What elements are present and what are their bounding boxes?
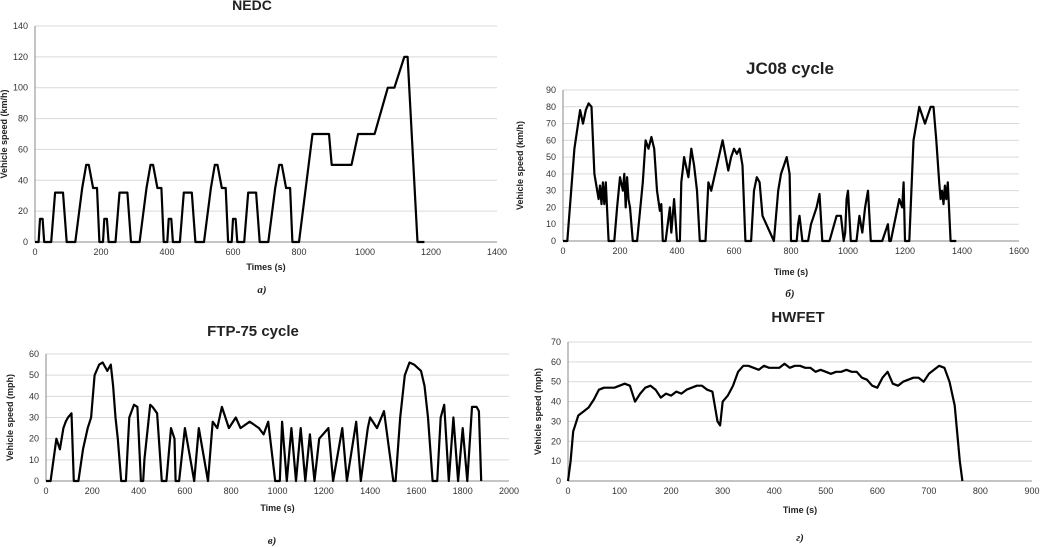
y-tick-label: 50 [546,152,556,162]
speed-series-line [35,55,425,244]
y-tick-label: 140 [13,21,28,31]
x-tick-label: 100 [612,486,627,496]
x-tick-label: 600 [225,247,240,257]
x-tick-label: 0 [43,486,48,496]
y-tick-label: 90 [546,85,556,95]
x-tick-label: 400 [159,247,174,257]
x-tick-label: 200 [612,246,627,256]
x-tick-label: 400 [767,486,782,496]
speed-series-line [46,361,483,483]
chart-title: NEDC [232,0,272,13]
chart-title: FTP-75 cycle [207,323,299,340]
y-tick-label: 10 [551,456,561,466]
y-tick-label: 50 [29,370,39,380]
x-tick-label: 1000 [267,486,287,496]
y-tick-label: 60 [546,135,556,145]
y-tick-label: 0 [34,476,39,486]
x-tick-label: 1600 [406,486,426,496]
y-axis-label: Vehicle speed (mph) [5,374,15,461]
x-tick-label: 1200 [895,246,915,256]
x-tick-label: 900 [1024,486,1039,496]
x-tick-label: 400 [669,246,684,256]
x-tick-label: 600 [726,246,741,256]
x-tick-label: 800 [224,486,239,496]
panel-sublabel: a) [257,284,266,296]
x-tick-label: 1200 [314,486,334,496]
x-tick-label: 0 [32,247,37,257]
x-tick-label: 500 [818,486,833,496]
y-tick-label: 20 [29,434,39,444]
y-axis-label: Vehicle speed (km/h) [0,89,9,178]
x-tick-label: 400 [131,486,146,496]
x-tick-label: 600 [177,486,192,496]
y-tick-label: 10 [29,455,39,465]
y-tick-label: 40 [29,391,39,401]
x-tick-label: 200 [85,486,100,496]
chart-panel-2: 0 10 20 30 40 50 60 70 80 90 0 200 400 600 800 1000 1200… [515,59,1029,300]
y-tick-label: 120 [13,52,28,62]
y-tick-label: 80 [546,102,556,112]
x-tick-label: 1400 [487,247,507,257]
y-tick-label: 100 [13,83,28,93]
speed-series-line [563,102,957,243]
x-tick-label: 300 [715,486,730,496]
y-tick-label: 30 [551,416,561,426]
y-tick-label: 10 [546,219,556,229]
y-tick-label: 40 [546,169,556,179]
x-tick-label: 700 [921,486,936,496]
speed-series-line [566,362,964,482]
y-tick-label: 0 [556,476,561,486]
panel-sublabel: б) [785,288,794,300]
y-tick-label: 20 [546,202,556,212]
y-tick-label: 80 [18,114,28,124]
x-tick-label: 0 [560,246,565,256]
y-tick-label: 30 [29,413,39,423]
x-axis-label: Time (s) [774,267,808,277]
y-tick-label: 0 [23,237,28,247]
y-tick-label: 50 [551,377,561,387]
x-tick-label: 1600 [1009,246,1029,256]
x-tick-label: 200 [93,247,108,257]
y-axis-label: Vehicle speed (km/h) [515,121,525,210]
y-tick-label: 70 [551,337,561,347]
y-tick-label: 30 [546,186,556,196]
y-tick-label: 20 [18,206,28,216]
x-tick-label: 800 [783,246,798,256]
x-axis-label: Time (s) [783,505,817,515]
x-tick-label: 1400 [360,486,380,496]
x-tick-label: 1200 [421,247,441,257]
x-tick-label: 600 [870,486,885,496]
x-tick-label: 1400 [952,246,972,256]
y-tick-label: 40 [551,397,561,407]
x-tick-label: 200 [664,486,679,496]
y-tick-label: 60 [551,357,561,367]
x-axis-label: Time (s) [260,503,294,513]
y-tick-label: 0 [551,236,556,246]
y-tick-label: 60 [29,349,39,359]
y-tick-label: 20 [551,436,561,446]
y-tick-label: 40 [18,175,28,185]
x-tick-label: 1000 [838,246,858,256]
x-axis-label: Times (s) [246,262,285,272]
x-tick-label: 1000 [355,247,375,257]
x-tick-label: 0 [565,486,570,496]
y-axis-label: Vehicle speed (mph) [533,368,543,455]
y-tick-label: 60 [18,144,28,154]
x-tick-label: 800 [973,486,988,496]
panel-sublabel: г) [796,532,804,544]
chart-title: HWFET [771,309,824,326]
chart-title: JC08 cycle [746,59,834,78]
x-tick-label: 800 [291,247,306,257]
y-tick-label: 70 [546,119,556,129]
x-tick-label: 1800 [453,486,473,496]
panel-sublabel: в) [268,535,277,547]
x-tick-label: 2000 [499,486,519,496]
